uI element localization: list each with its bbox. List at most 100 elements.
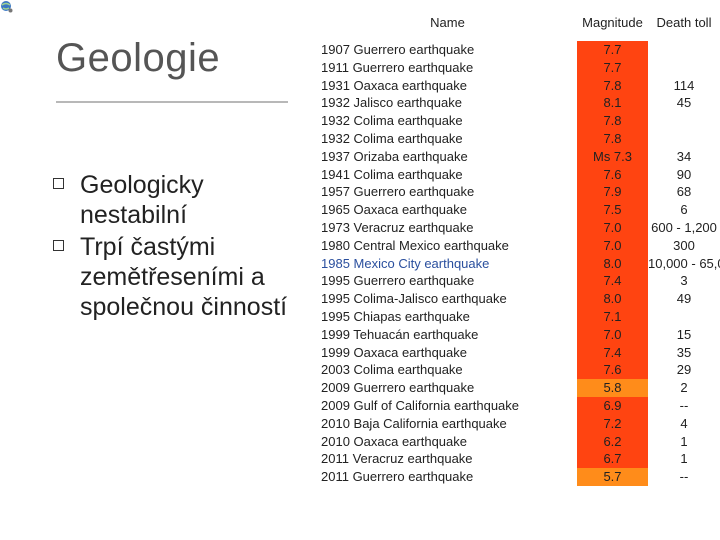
title-divider	[56, 101, 288, 103]
table-row: 1932 Colima earthquake 7.8	[318, 129, 720, 148]
table-row: 2010 Baja California earthquake 7.2 4	[318, 414, 720, 433]
magnitude-cell: 7.0	[577, 325, 648, 344]
magnitude-cell: 5.8	[577, 379, 648, 397]
bullet-item: Geologicky nestabilní	[50, 170, 310, 230]
table-row: 1965 Oaxaca earthquake 7.5 6	[318, 201, 720, 219]
earthquake-name-cell: 1911 Guerrero earthquake	[321, 59, 474, 75]
globe-icon	[1, 1, 13, 13]
table-row: 2010 Oaxaca earthquake 6.2 1	[318, 432, 720, 451]
header-name: Name	[318, 3, 577, 41]
slide-title: Geologie	[56, 36, 221, 80]
earthquake-name-cell: 2003 Colima earthquake	[321, 362, 463, 378]
magnitude-cell: 7.8	[577, 112, 648, 130]
table-row: 1999 Tehuacán earthquake 7.0 15	[318, 325, 720, 344]
table-row: 1995 Colima-Jalisco earthquake 8.0 49	[318, 290, 720, 308]
death-toll-cell: 10,000 - 65,000	[648, 255, 720, 271]
earthquake-table-container: Name Magnitude Death toll 1907 Guerrero …	[318, 3, 720, 486]
magnitude-cell: 7.6	[577, 361, 648, 380]
earthquake-name-cell: 2009 Gulf of California earthquake	[321, 397, 520, 413]
earthquake-name-cell: 2011 Veracruz earthquake	[321, 451, 473, 467]
death-toll-cell: 1	[680, 451, 688, 467]
earthquake-name-cell: 1973 Veracruz earthquake	[321, 219, 474, 235]
earthquake-name-cell: 1932 Colima earthquake	[321, 113, 463, 129]
earthquake-name-cell: 1995 Chiapas earthquake	[321, 308, 470, 324]
magnitude-cell: 7.8	[577, 129, 648, 148]
earthquake-name-cell: 1957 Guerrero earthquake	[321, 184, 475, 200]
death-toll-cell: 35	[676, 344, 692, 360]
magnitude-cell: 5.7	[577, 468, 648, 486]
earthquake-name-cell: 1995 Colima-Jalisco earthquake	[321, 291, 507, 307]
earthquake-table: Name Magnitude Death toll 1907 Guerrero …	[318, 3, 720, 486]
bullet-list: Geologicky nestabilní Trpí častými zemět…	[50, 170, 310, 324]
death-toll-cell: 34	[676, 148, 692, 164]
earthquake-name-cell: 1980 Central Mexico earthquake	[321, 237, 509, 253]
earthquake-name-cell: 1907 Guerrero earthquake	[321, 42, 475, 57]
magnitude-cell: 8.0	[577, 254, 648, 273]
bullet-text: Trpí častými zemětřeseními a společnou č…	[80, 233, 288, 321]
square-bullet-icon	[53, 178, 64, 189]
earthquake-name-cell: 1999 Tehuacán earthquake	[321, 326, 479, 342]
table-row: 1937 Orizaba earthquake Ms 7.3 34	[318, 147, 720, 166]
earthquake-name-cell: 1999 Oaxaca earthquake	[321, 344, 467, 360]
death-toll-cell: 45	[676, 95, 692, 111]
header-death-toll: Death toll	[648, 3, 720, 41]
magnitude-cell: 6.7	[577, 450, 648, 469]
magnitude-cell: 7.6	[577, 165, 648, 184]
earthquake-name-cell[interactable]: 1985 Mexico City earthquake	[321, 255, 490, 271]
magnitude-cell: 7.1	[577, 307, 648, 326]
earthquake-name-cell: 1941 Colima earthquake	[321, 166, 463, 182]
magnitude-cell: 7.2	[577, 414, 648, 433]
table-row: 1973 Veracruz earthquake 7.0 600 - 1,200	[318, 218, 720, 237]
magnitude-cell: 7.7	[577, 58, 648, 77]
table-row: 1980 Central Mexico earthquake 7.0 300	[318, 236, 720, 255]
table-row: 2009 Guerrero earthquake 5.8 2	[318, 379, 720, 397]
table-row: 1985 Mexico City earthquake 8.0 10,000 - 6…	[318, 254, 720, 273]
death-toll-cell	[648, 59, 720, 77]
magnitude-cell: 6.2	[577, 432, 648, 451]
earthquake-name-cell: 2011 Guerrero earthquake	[321, 469, 474, 485]
death-toll-cell: 68	[676, 184, 692, 200]
magnitude-cell: 6.9	[577, 396, 648, 415]
table-row: 1911 Guerrero earthquake 7.7	[318, 58, 720, 77]
table-body: 1907 Guerrero earthquake 7.7 1911 Guerrero…	[318, 41, 720, 486]
death-toll-cell	[648, 112, 720, 130]
table-row: 1995 Guerrero earthquake 7.4 3	[318, 272, 720, 291]
death-toll-cell: 29	[676, 362, 692, 378]
magnitude-cell: 8.1	[577, 94, 648, 113]
bullet-item: Trpí častými zemětřeseními a společnou č…	[50, 232, 310, 322]
earthquake-name-cell: 1932 Jalisco earthquake	[321, 95, 462, 111]
death-toll-cell: 15	[676, 326, 692, 342]
table-row: 1995 Chiapas earthquake 7.1	[318, 307, 720, 326]
death-toll-cell: 49	[676, 291, 692, 307]
death-toll-cell: 3	[680, 273, 688, 289]
magnitude-cell: Ms 7.3	[577, 147, 648, 166]
magnitude-cell: 7.5	[577, 201, 648, 219]
table-row: 1957 Guerrero earthquake 7.9 68	[318, 183, 720, 202]
death-toll-cell: 1	[680, 433, 688, 449]
earthquake-name-cell: 1937 Orizaba earthquake	[321, 148, 468, 164]
magnitude-cell: 8.0	[577, 290, 648, 308]
earthquake-name-cell: 2009 Guerrero earthquake	[321, 380, 475, 396]
table-row: 1932 Colima earthquake 7.8	[318, 112, 720, 130]
square-bullet-icon	[53, 240, 64, 251]
table-row: 2011 Veracruz earthquake 6.7 1	[318, 450, 720, 469]
earthquake-name-cell: 1995 Guerrero earthquake	[321, 273, 475, 289]
death-toll-cell: 600 - 1,200	[651, 219, 717, 235]
table-row: 2009 Gulf of California earthquake 6.9 --	[318, 396, 720, 415]
death-toll-cell: 300	[673, 237, 695, 253]
death-toll-cell	[648, 41, 720, 59]
earthquake-name-cell: 2010 Baja California earthquake	[321, 415, 507, 431]
magnitude-cell: 7.4	[577, 343, 648, 362]
magnitude-cell: 7.0	[577, 218, 648, 237]
death-toll-cell: --	[679, 469, 689, 485]
death-toll-cell: 90	[676, 166, 692, 182]
magnitude-cell: 7.7	[577, 41, 648, 59]
earthquake-name-cell: 1931 Oaxaca earthquake	[321, 77, 467, 93]
table-row: 2011 Guerrero earthquake 5.7 --	[318, 468, 720, 486]
death-toll-cell: --	[679, 397, 689, 413]
death-toll-cell: 2	[680, 380, 688, 396]
table-row: 1931 Oaxaca earthquake 7.8 114	[318, 76, 720, 95]
death-toll-cell: 114	[673, 77, 695, 93]
bullet-text: Geologicky nestabilní	[80, 171, 204, 229]
magnitude-cell: 7.9	[577, 183, 648, 202]
